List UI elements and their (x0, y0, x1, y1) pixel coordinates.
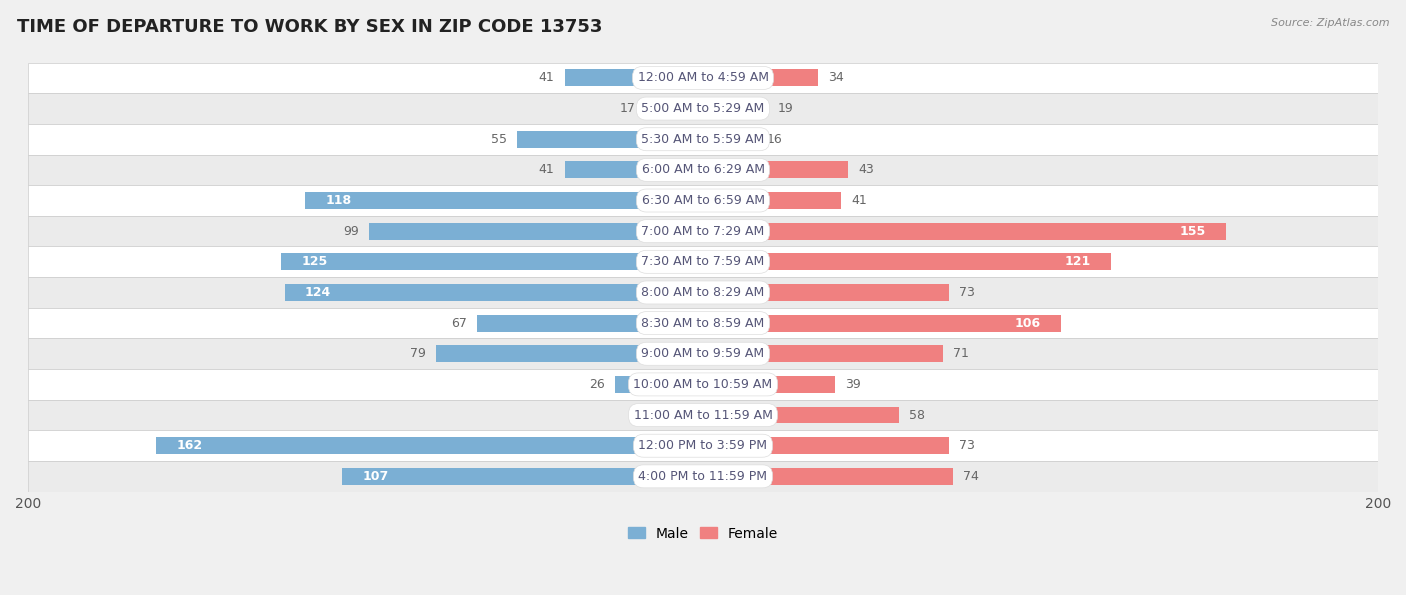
Bar (616, 376, 703, 393)
Bar (28, 400, 1378, 430)
Text: 73: 73 (959, 286, 976, 299)
Text: 11:00 AM to 11:59 AM: 11:00 AM to 11:59 AM (634, 409, 772, 422)
Bar (703, 406, 898, 424)
Bar (28, 246, 1378, 277)
Text: 39: 39 (845, 378, 860, 391)
Bar (28, 62, 1378, 93)
Text: 12:00 AM to 4:59 AM: 12:00 AM to 4:59 AM (637, 71, 769, 84)
Bar (28, 277, 1378, 308)
Bar (156, 437, 703, 454)
Text: 121: 121 (1064, 255, 1091, 268)
Bar (28, 430, 1378, 461)
Text: 99: 99 (343, 225, 359, 237)
Text: 41: 41 (852, 194, 868, 207)
Bar (703, 100, 768, 117)
Text: 107: 107 (363, 470, 388, 483)
Bar (28, 308, 1378, 339)
Bar (703, 161, 848, 178)
Bar (703, 253, 1111, 270)
Bar (703, 376, 835, 393)
Text: 8:30 AM to 8:59 AM: 8:30 AM to 8:59 AM (641, 317, 765, 330)
Bar (28, 124, 1378, 155)
Text: 79: 79 (411, 347, 426, 360)
Bar (28, 93, 1378, 124)
Bar (703, 223, 1226, 240)
Bar (703, 131, 756, 148)
Text: 43: 43 (858, 164, 875, 176)
Text: 73: 73 (959, 439, 976, 452)
Bar (703, 192, 841, 209)
Text: 118: 118 (325, 194, 352, 207)
Bar (281, 253, 703, 270)
Bar (565, 70, 703, 86)
Text: 41: 41 (538, 164, 554, 176)
Bar (342, 468, 703, 485)
Text: 6:30 AM to 6:59 AM: 6:30 AM to 6:59 AM (641, 194, 765, 207)
Bar (703, 468, 953, 485)
Legend: Male, Female: Male, Female (628, 527, 778, 540)
Text: 5:30 AM to 5:59 AM: 5:30 AM to 5:59 AM (641, 133, 765, 146)
Text: 6:00 AM to 6:29 AM: 6:00 AM to 6:29 AM (641, 164, 765, 176)
Text: 55: 55 (491, 133, 508, 146)
Bar (703, 284, 949, 301)
Text: 7:00 AM to 7:29 AM: 7:00 AM to 7:29 AM (641, 225, 765, 237)
Bar (368, 223, 703, 240)
Text: 41: 41 (538, 71, 554, 84)
Bar (645, 100, 703, 117)
Bar (703, 437, 949, 454)
Text: 34: 34 (828, 71, 844, 84)
Text: 10:00 AM to 10:59 AM: 10:00 AM to 10:59 AM (634, 378, 772, 391)
Text: 16: 16 (768, 133, 783, 146)
Bar (565, 161, 703, 178)
Text: 5:00 AM to 5:29 AM: 5:00 AM to 5:29 AM (641, 102, 765, 115)
Bar (28, 216, 1378, 246)
Bar (703, 70, 818, 86)
Bar (284, 284, 703, 301)
Text: 19: 19 (778, 102, 793, 115)
Bar (703, 345, 942, 362)
Text: 124: 124 (305, 286, 330, 299)
Bar (28, 339, 1378, 369)
Text: 155: 155 (1180, 225, 1206, 237)
Text: 9:00 AM to 9:59 AM: 9:00 AM to 9:59 AM (641, 347, 765, 360)
Bar (517, 131, 703, 148)
Text: 125: 125 (301, 255, 328, 268)
Text: 7:30 AM to 7:59 AM: 7:30 AM to 7:59 AM (641, 255, 765, 268)
Text: 26: 26 (589, 378, 605, 391)
Bar (477, 315, 703, 331)
Bar (28, 369, 1378, 400)
Text: 8:00 AM to 8:29 AM: 8:00 AM to 8:29 AM (641, 286, 765, 299)
Bar (28, 185, 1378, 216)
Text: 17: 17 (620, 102, 636, 115)
Text: Source: ZipAtlas.com: Source: ZipAtlas.com (1271, 18, 1389, 28)
Text: 162: 162 (177, 439, 202, 452)
Text: 71: 71 (953, 347, 969, 360)
Text: 74: 74 (963, 470, 979, 483)
Bar (703, 315, 1060, 331)
Text: 4:00 PM to 11:59 PM: 4:00 PM to 11:59 PM (638, 470, 768, 483)
Bar (305, 192, 703, 209)
Text: 12:00 PM to 3:59 PM: 12:00 PM to 3:59 PM (638, 439, 768, 452)
Text: 67: 67 (451, 317, 467, 330)
Bar (672, 406, 703, 424)
Text: 58: 58 (908, 409, 925, 422)
Text: 106: 106 (1014, 317, 1040, 330)
Text: 9: 9 (655, 409, 662, 422)
Bar (436, 345, 703, 362)
Bar (28, 155, 1378, 185)
Bar (28, 461, 1378, 491)
Text: TIME OF DEPARTURE TO WORK BY SEX IN ZIP CODE 13753: TIME OF DEPARTURE TO WORK BY SEX IN ZIP … (17, 18, 602, 36)
